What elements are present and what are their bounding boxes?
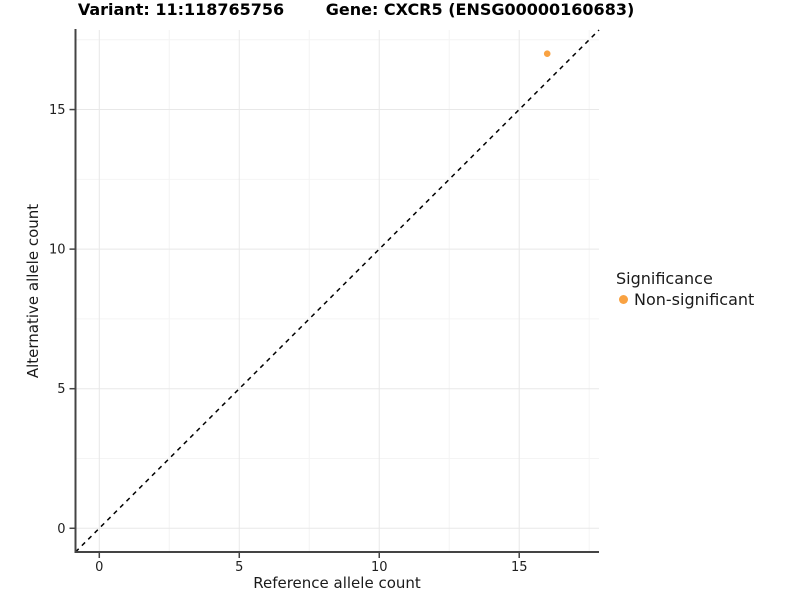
legend-title: Significance bbox=[616, 269, 713, 288]
y-tick-label: 15 bbox=[49, 103, 66, 118]
y-tick-label: 5 bbox=[57, 382, 65, 397]
legend-item-label: Non-significant bbox=[634, 290, 755, 309]
x-tick-label: 10 bbox=[371, 560, 388, 575]
x-axis-title: Reference allele count bbox=[253, 574, 421, 592]
y-tick-label: 10 bbox=[49, 243, 66, 258]
y-axis-title: Alternative allele count bbox=[24, 203, 42, 379]
axis-ticks bbox=[69, 108, 520, 558]
data-point bbox=[543, 50, 551, 58]
axis-lines bbox=[74, 29, 599, 553]
legend: Significance Non-significant bbox=[613, 268, 754, 310]
plot-title-gene: Gene: CXCR5 (ENSG00000160683) bbox=[325, 0, 635, 19]
data-points bbox=[543, 50, 551, 58]
identity-reference-line bbox=[74, 29, 600, 553]
axis-tick-labels: 0 5 10 15 0 5 10 15 bbox=[49, 103, 528, 575]
identity-line bbox=[74, 29, 600, 553]
x-tick-label: 0 bbox=[95, 560, 103, 575]
gridlines-major bbox=[75, 30, 599, 552]
y-tick-label: 0 bbox=[57, 522, 65, 537]
x-tick-label: 15 bbox=[511, 560, 528, 575]
gridlines-minor bbox=[75, 30, 599, 552]
legend-point-icon bbox=[619, 295, 628, 304]
legend-item: Non-significant bbox=[613, 289, 754, 310]
x-tick-label: 5 bbox=[235, 560, 243, 575]
plot-title-variant: Variant: 11:118765756 bbox=[77, 0, 285, 19]
